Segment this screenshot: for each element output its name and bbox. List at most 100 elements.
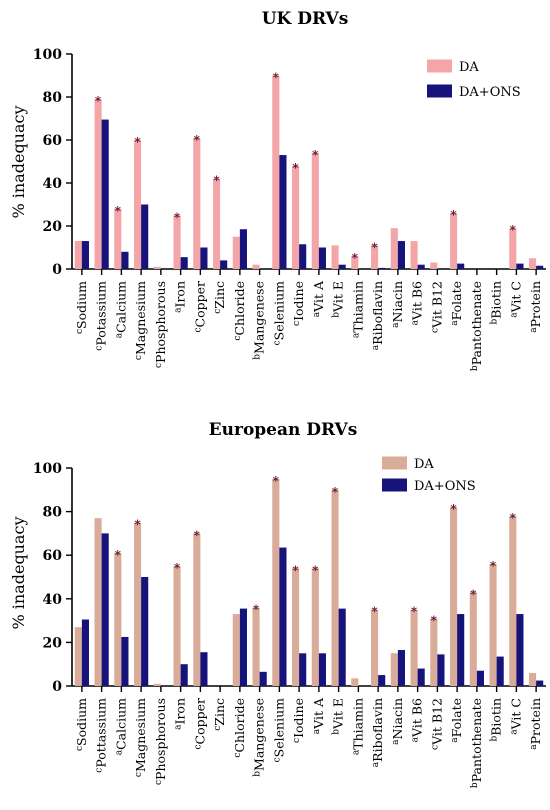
bar-da-vit-b12 (430, 262, 438, 269)
drv-source-superscript: a (351, 332, 361, 338)
drv-source-superscript: a (351, 749, 361, 755)
significance-asterisk: * (510, 511, 517, 525)
bar-da-ons-folate (457, 263, 465, 269)
drv-source-superscript: c (75, 329, 85, 334)
nutrient-name: Selenium (271, 698, 286, 757)
drv-source-superscript: a (411, 736, 421, 742)
bar-da-selenium (272, 478, 280, 686)
nutrient-name: Vit B12 (429, 281, 444, 329)
bar-da-ons-magnesium (141, 204, 149, 269)
bar-da-magnesium (134, 140, 142, 269)
bar-da-sodium (74, 627, 82, 686)
bar-da-vit-e (331, 245, 339, 269)
x-tick-label: cCopper (192, 281, 207, 333)
x-tick-label: cPhosphorous (153, 698, 168, 785)
nutrient-name: Magnesium (133, 698, 148, 772)
drv-source-superscript: b (490, 319, 500, 325)
bar-da-ons-iodine (299, 653, 307, 686)
nutrient-name: Zinc (212, 698, 227, 726)
y-tick-label: 0 (52, 679, 62, 695)
significance-asterisk: * (115, 204, 122, 218)
drv-source-superscript: c (213, 309, 223, 314)
bar-da-mangenese (252, 607, 260, 686)
nutrient-name: Potassium (94, 281, 109, 346)
bar-da-magnesium (134, 522, 142, 686)
x-tick-label: bVit E (331, 698, 346, 735)
bar-da-ons-selenium (279, 155, 287, 269)
nutrient-name: Phosphorous (153, 698, 168, 780)
nutrient-name: Protein (528, 698, 543, 744)
bar-da-ons-pantothenate (476, 670, 484, 686)
significance-asterisk: * (115, 548, 122, 562)
significance-asterisk: * (134, 518, 141, 532)
bar-da-vit-b12 (430, 618, 438, 686)
drv-source-superscript: c (233, 753, 243, 758)
x-tick-label: bPantothenate (469, 698, 484, 788)
drv-source-superscript: c (95, 346, 105, 351)
x-tick-label: aVit B6 (410, 281, 425, 325)
x-tick-label: cIodine (291, 698, 306, 743)
x-tick-label: aThiamin (350, 698, 365, 755)
y-tick-label: 20 (43, 219, 63, 235)
x-tick-label: aVit C (508, 281, 523, 318)
nutrient-name: Iodine (291, 698, 306, 738)
x-tick-label: bBiotin (489, 281, 504, 325)
x-tick-label: aCalcium (113, 698, 128, 755)
nutrient-name: Calcium (113, 281, 128, 333)
x-tick-label: cSelenium (271, 281, 286, 346)
drv-source-superscript: c (75, 746, 85, 751)
drv-source-superscript: b (490, 736, 500, 742)
significance-asterisk: * (371, 605, 378, 619)
drv-source-superscript: c (233, 336, 243, 341)
significance-asterisk: * (253, 603, 260, 617)
drv-source-superscript: a (371, 761, 381, 767)
significance-asterisk: * (292, 563, 299, 577)
nutrient-name: Iodine (291, 281, 306, 321)
nutrient-name: Folate (449, 281, 464, 320)
x-tick-label: bMangenese (252, 698, 267, 777)
x-tick-label: bMangenese (252, 281, 267, 360)
drv-source-superscript: c (134, 772, 144, 777)
significance-asterisk: * (490, 559, 497, 573)
bar-da-protein (529, 672, 537, 686)
drv-source-superscript: c (292, 738, 302, 743)
bar-da-ons-folate (457, 614, 465, 686)
y-tick-label: 100 (33, 461, 62, 477)
bar-da-vit-a (311, 152, 319, 269)
significance-asterisk: * (431, 613, 438, 627)
nutrient-name: Calcium (113, 698, 128, 750)
drv-source-superscript: a (114, 749, 124, 755)
chart-title: European DRVs (209, 420, 358, 440)
significance-asterisk: * (213, 174, 220, 188)
bar-da-ons-vit-e (338, 608, 346, 686)
bar-da-iron (173, 566, 181, 686)
nutrient-name: Niacin (390, 698, 405, 739)
bar-da-zinc (213, 178, 221, 269)
x-tick-label: aFolate (449, 281, 464, 326)
legend-swatch-da-ons (382, 478, 407, 492)
nutrient-name: Pottassium (94, 698, 109, 768)
bar-da-ons-copper (200, 247, 208, 269)
nutrient-name: Vit B6 (410, 281, 425, 321)
significance-asterisk: * (371, 240, 378, 254)
bar-da-vit-e (331, 489, 339, 686)
nutrient-name: Biotin (489, 281, 504, 319)
legend-label-da: DA (414, 457, 434, 472)
y-axis-label: % inadequacy (9, 105, 28, 218)
x-tick-label: bVit E (331, 281, 346, 318)
bar-da-ons-iron (180, 664, 188, 686)
bar-da-ons-niacin (397, 241, 405, 269)
x-tick-label: cPotassium (94, 281, 109, 351)
bar-da-thiamin (351, 256, 359, 269)
nutrient-name: Vit E (331, 698, 346, 730)
bar-da-vit-b6 (410, 241, 418, 269)
bar-da-chloride (232, 614, 240, 686)
x-tick-label: cMagnesium (133, 698, 148, 777)
y-tick-label: 100 (33, 47, 62, 63)
nutrient-name: Riboflavin (370, 698, 385, 762)
bar-da-riboflavin (371, 609, 379, 686)
drv-source-superscript: b (253, 771, 263, 777)
bar-da-ons-biotin (496, 656, 504, 686)
drv-source-superscript: a (174, 724, 184, 730)
significance-asterisk: * (312, 148, 319, 162)
